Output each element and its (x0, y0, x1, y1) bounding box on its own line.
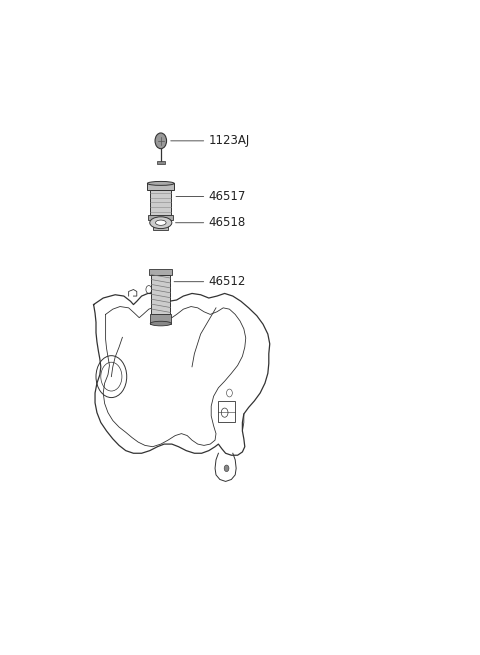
Polygon shape (94, 293, 270, 455)
Circle shape (224, 465, 229, 472)
Bar (153, 220, 168, 230)
Text: 46518: 46518 (209, 216, 246, 229)
Bar (148, 215, 173, 220)
Ellipse shape (156, 220, 166, 225)
Bar (218, 401, 235, 422)
Ellipse shape (150, 321, 171, 326)
Bar (151, 275, 170, 314)
Bar (147, 183, 174, 190)
Ellipse shape (147, 181, 174, 185)
Text: 46512: 46512 (209, 275, 246, 288)
Bar (157, 161, 165, 164)
Text: 1123AJ: 1123AJ (209, 134, 250, 147)
Bar (150, 314, 171, 324)
Bar (149, 269, 172, 275)
Text: 46517: 46517 (209, 190, 246, 203)
Circle shape (155, 133, 167, 149)
Ellipse shape (150, 217, 172, 229)
Bar (150, 190, 171, 215)
